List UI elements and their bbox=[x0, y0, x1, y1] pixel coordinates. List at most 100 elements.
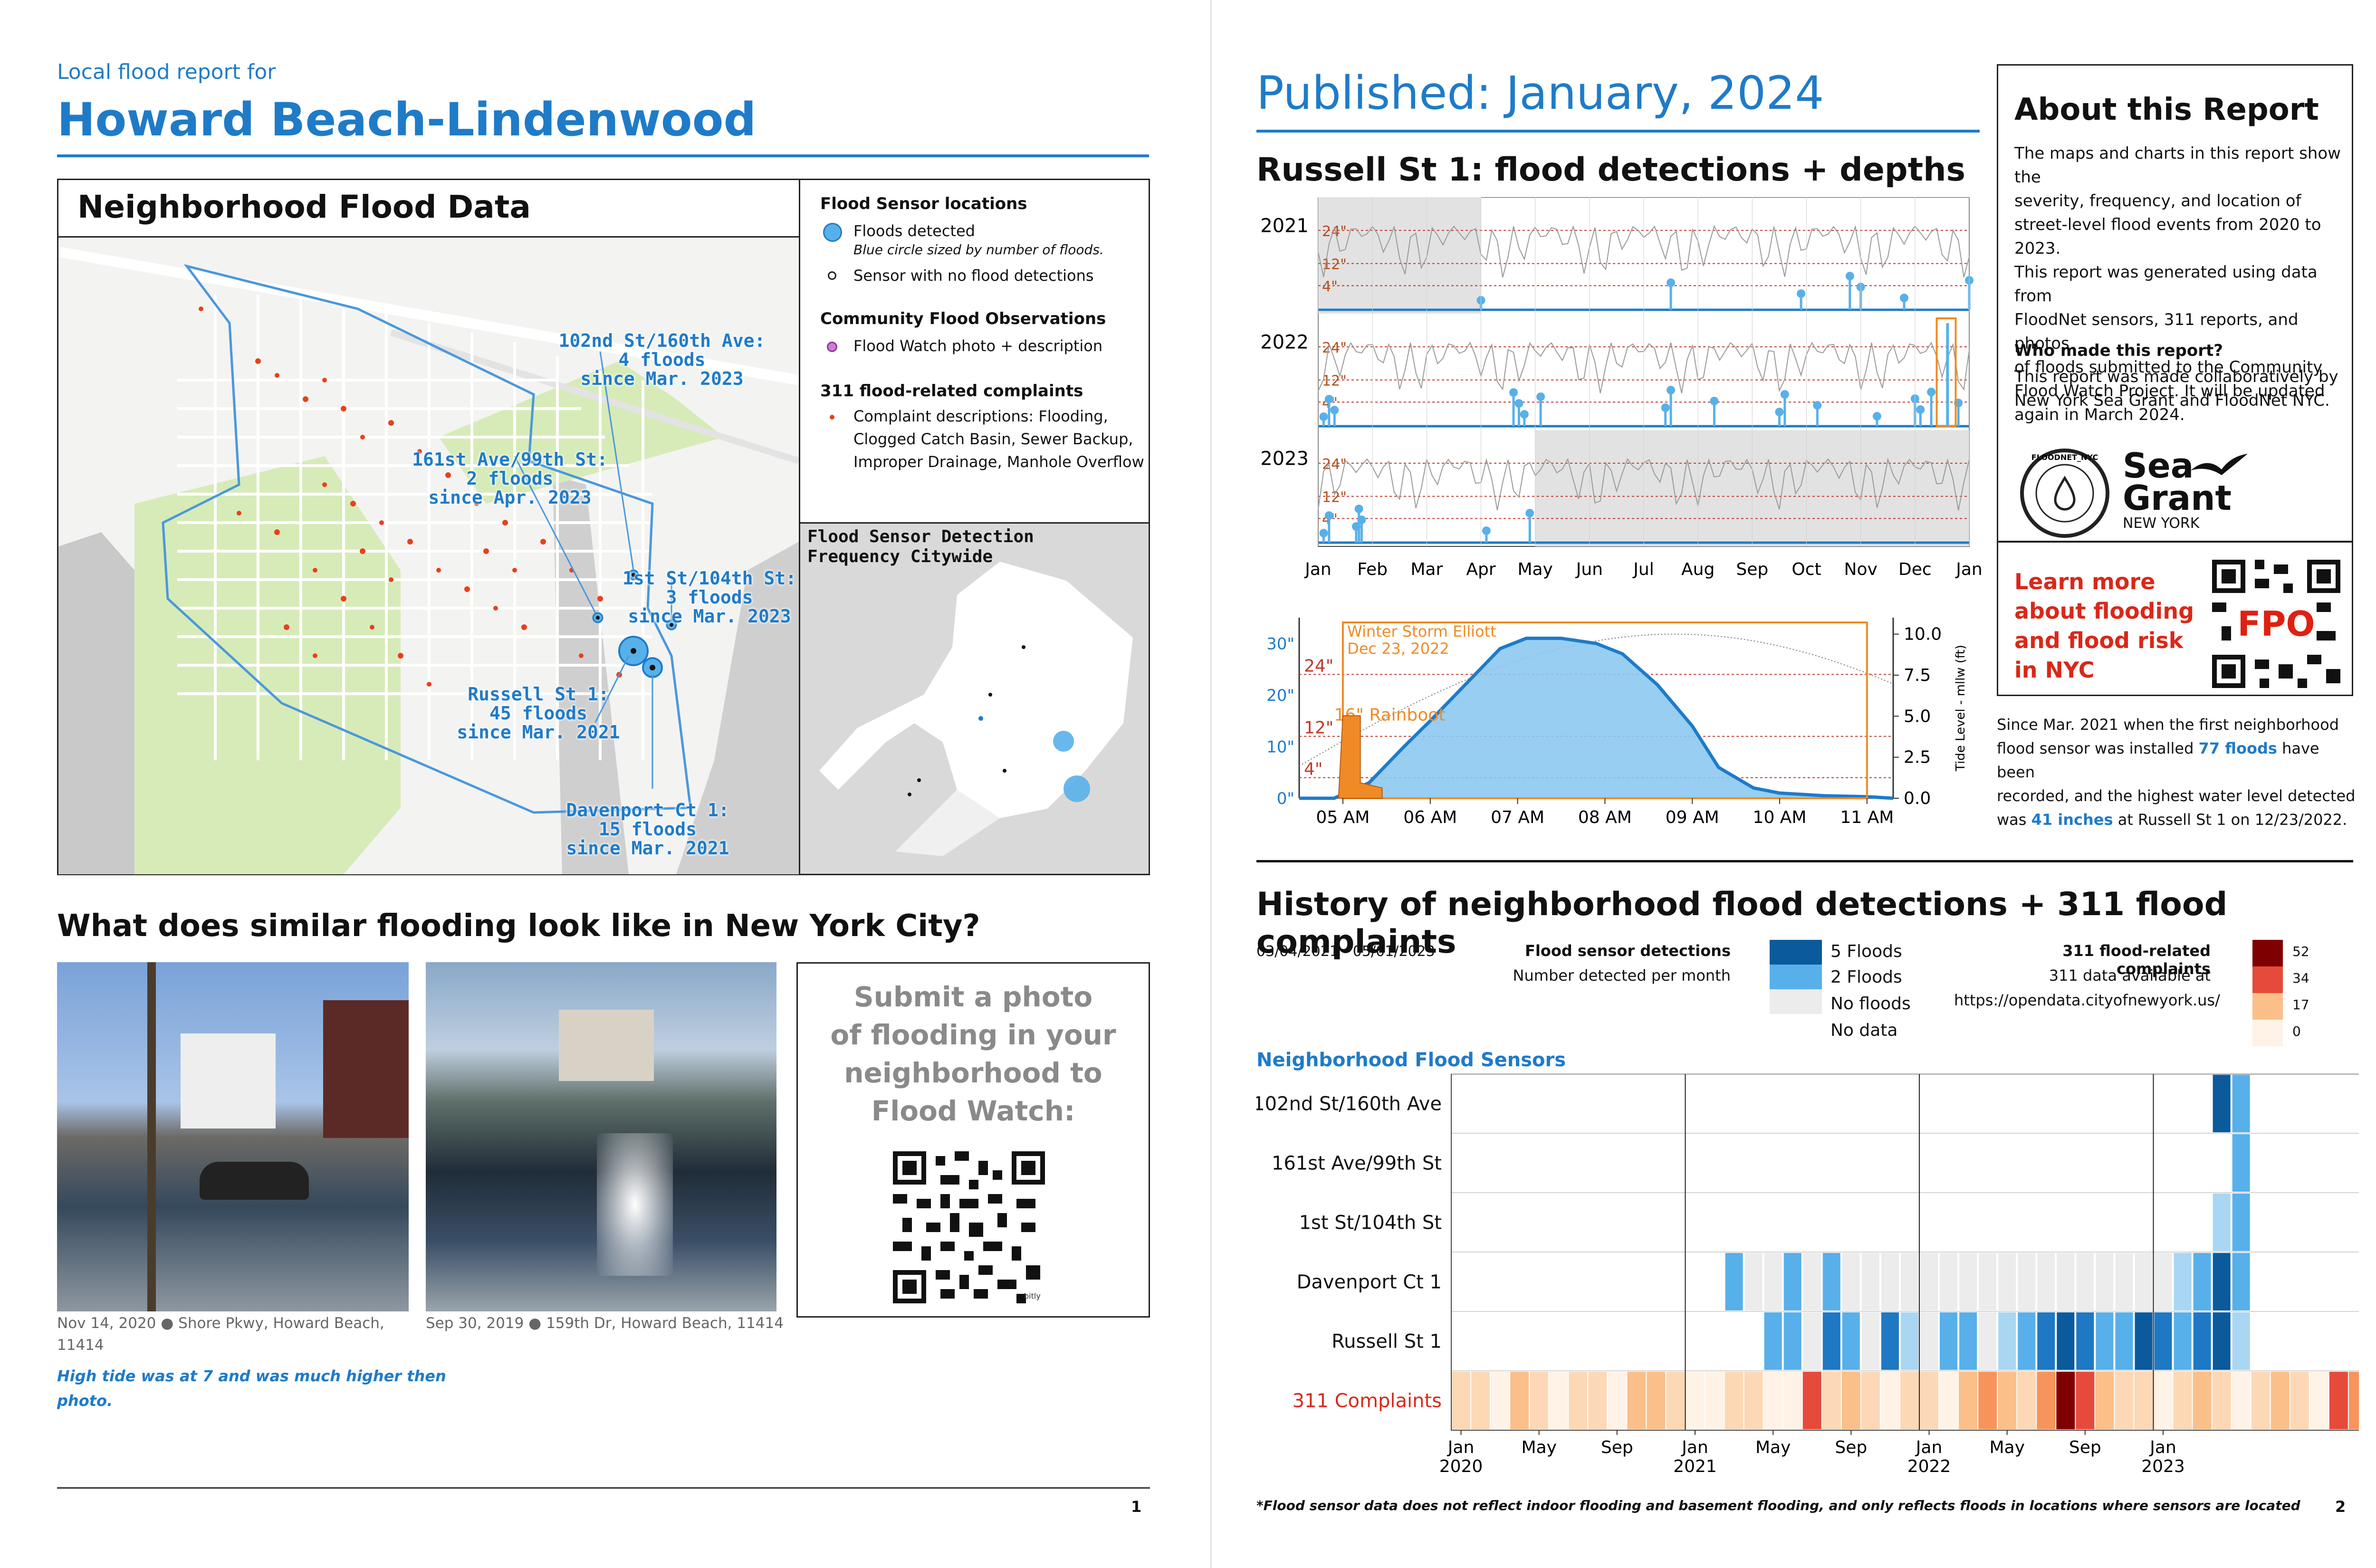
flood-event-marker bbox=[1354, 505, 1363, 513]
about-line: street-level flood events from 2020 to 2… bbox=[2014, 215, 2321, 258]
learn-line: and flood risk bbox=[2014, 628, 2184, 653]
legend-complaints-heading: 311 flood-related complaints bbox=[820, 382, 1083, 401]
sensor-month-cell bbox=[1959, 1253, 1977, 1310]
submit-line: of flooding in your bbox=[830, 1019, 1116, 1051]
complaint-legend-value: 34 bbox=[2292, 970, 2309, 986]
complaint-legend-swatch bbox=[2252, 966, 2283, 993]
complaint-month-cell bbox=[1491, 1372, 1510, 1429]
complaint-month-cell bbox=[1783, 1372, 1802, 1429]
complaint-legend-link[interactable]: https://opendata.cityofnewyork.us/ bbox=[1954, 991, 2220, 1009]
citywide-inset-map bbox=[800, 524, 1149, 874]
since-line: Since Mar. 2021 when the first neighborh… bbox=[1997, 713, 2358, 736]
sensor-month-cell bbox=[2232, 1075, 2250, 1132]
map-label-line: 102nd St/160th Ave: bbox=[558, 330, 766, 351]
sensor-month-cell bbox=[1998, 1253, 2016, 1310]
legend-complaints-desc: Improper Drainage, Manhole Overflow bbox=[853, 453, 1144, 471]
tide-level-line bbox=[1299, 633, 1894, 767]
complaint-month-cell bbox=[1939, 1372, 1958, 1429]
month-tick-label: Oct bbox=[1792, 560, 1821, 579]
complaint-month-cell bbox=[1900, 1372, 1919, 1429]
heatmap-x-tick-label: Sep bbox=[2069, 1438, 2101, 1457]
map-label-line: 161st Ave/99th St: bbox=[412, 449, 608, 470]
depth-line bbox=[1299, 636, 1894, 800]
sensor-month-cell bbox=[1920, 1312, 1938, 1370]
complaint-month-cell bbox=[2056, 1372, 2075, 1429]
about-line: of floods submitted to the Community bbox=[2014, 358, 2323, 377]
sensor-month-cell bbox=[2135, 1312, 2153, 1370]
sensor-month-cell bbox=[2115, 1312, 2133, 1370]
map-label-line: since Mar. 2023 bbox=[580, 368, 744, 389]
heatmap-frame bbox=[1451, 1074, 2359, 1431]
seagrant-line: Grant bbox=[2123, 478, 2232, 518]
right-axis-label: Tide Level - mllw (ft) bbox=[1954, 645, 1968, 772]
left-tick-label: 20" bbox=[1266, 686, 1294, 705]
qr-tag: bitly bbox=[1024, 1291, 1041, 1300]
month-tick-label: Jan bbox=[1304, 560, 1332, 579]
sensor-legend-swatch bbox=[1770, 1014, 1822, 1039]
complaint-month-cell bbox=[2251, 1372, 2270, 1429]
since-text: at Russell St 1 on 12/23/2022. bbox=[2113, 811, 2347, 829]
about-title: About this Report bbox=[2014, 92, 2319, 127]
depth-guide-label: 12" bbox=[1304, 718, 1333, 738]
rainboot-icon bbox=[1338, 715, 1383, 799]
complaint-dot-icon bbox=[830, 415, 834, 420]
heatmap-x-tick-label: Jan bbox=[2149, 1438, 2176, 1457]
sensor-month-cell bbox=[2037, 1253, 2055, 1310]
sensor-month-cell bbox=[2174, 1253, 2192, 1310]
flood-event-marker bbox=[1813, 401, 1822, 410]
sensor-month-cell bbox=[2076, 1253, 2094, 1310]
complaint-month-cell bbox=[2271, 1372, 2290, 1429]
heatmap-x-tick-label: 2023 bbox=[2141, 1457, 2185, 1476]
complaint-month-cell bbox=[1549, 1372, 1568, 1429]
flood-event-marker bbox=[1845, 272, 1854, 280]
sensor-legend-heading: Flood sensor detections bbox=[1525, 942, 1731, 960]
depth-guide-label: 24" bbox=[1322, 340, 1347, 356]
x-tick-label: 08 AM bbox=[1578, 808, 1632, 827]
sensor-month-cell bbox=[1900, 1312, 1918, 1370]
timeline-year-label: 2022 bbox=[1260, 332, 1309, 354]
map-label-line: Davenport Ct 1: bbox=[566, 800, 729, 821]
heatmap-x-tick-label: May bbox=[1521, 1438, 1556, 1457]
flood-event-marker bbox=[1916, 405, 1925, 414]
floods-detected-icon bbox=[823, 223, 842, 242]
map-label-line: 15 floods bbox=[599, 819, 697, 840]
neighborhood-boundary bbox=[162, 264, 692, 814]
learn-more-qr-code[interactable]: FPO bbox=[2212, 560, 2340, 688]
report-page-2: Published: January, 2024 Russell St 1: f… bbox=[1213, 0, 2376, 1568]
published-rule bbox=[1256, 130, 1980, 133]
flood-event-marker bbox=[1324, 395, 1333, 403]
page-number-2: 2 bbox=[2335, 1498, 2346, 1516]
sensor-month-cell bbox=[2076, 1312, 2094, 1370]
complaint-month-cell bbox=[1608, 1372, 1627, 1429]
complaint-month-cell bbox=[2134, 1372, 2153, 1429]
x-tick-label: 10 AM bbox=[1753, 808, 1807, 827]
heatmap-x-tick-label: 2021 bbox=[1673, 1457, 1717, 1476]
sensor-chart-title: Russell St 1: flood detections + depths bbox=[1256, 151, 1965, 189]
right-tick-label: 10.0 bbox=[1904, 625, 1942, 644]
legend-no-detections: Sensor with no flood detections bbox=[853, 267, 1094, 285]
sensor-month-cell bbox=[1940, 1312, 1958, 1370]
complaint-month-cell bbox=[1841, 1372, 1860, 1429]
map-label-line: since Apr. 2023 bbox=[428, 487, 592, 508]
depth-guide-label: 12" bbox=[1322, 373, 1347, 390]
map-label-russell: Russell St 1: 45 floods since Mar. 2021 bbox=[434, 685, 643, 742]
complaint-month-cell bbox=[1686, 1372, 1705, 1429]
flood-watch-qr-code[interactable] bbox=[893, 1151, 1045, 1303]
about-line: severity, frequency, and location of bbox=[2014, 191, 2301, 210]
x-tick-label: 09 AM bbox=[1666, 808, 1719, 827]
month-tick-label: Feb bbox=[1357, 560, 1388, 579]
flood-event-marker bbox=[1667, 386, 1676, 394]
sensor-month-cell bbox=[2057, 1253, 2075, 1310]
flood-event-marker bbox=[1324, 511, 1333, 520]
x-tick-label: 05 AM bbox=[1316, 808, 1370, 827]
sensor-month-cell bbox=[1920, 1253, 1938, 1310]
sensor-month-cell bbox=[2213, 1194, 2231, 1251]
page-number-1: 1 bbox=[1131, 1498, 1142, 1516]
page-1-bottom-rule bbox=[57, 1487, 1150, 1489]
photo-1-note: High tide was at 7 and was much higher t… bbox=[57, 1364, 446, 1413]
submit-photo-box[interactable]: Submit a photo of flooding in your neigh… bbox=[796, 962, 1150, 1318]
car-shape bbox=[200, 1162, 309, 1200]
storm-annotation: Winter Storm Elliott bbox=[1347, 622, 1496, 641]
sensor-month-cell bbox=[1803, 1253, 1821, 1310]
learn-more-link[interactable]: Learn more about flooding and flood risk… bbox=[2014, 567, 2194, 685]
